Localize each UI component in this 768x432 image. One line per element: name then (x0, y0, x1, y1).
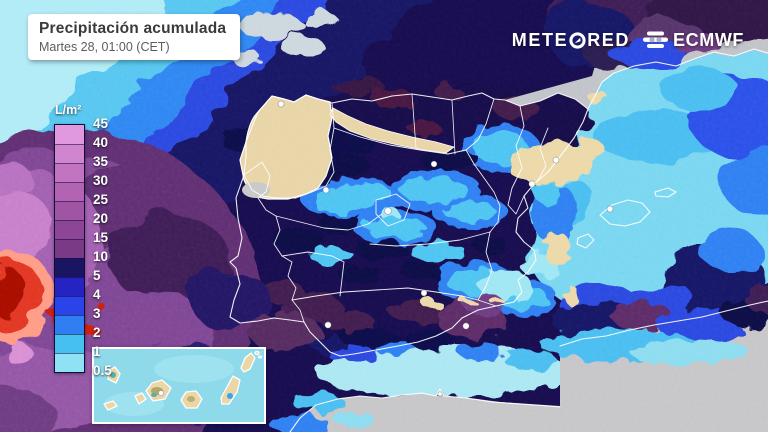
legend-tick-label: 20 (93, 211, 109, 226)
legend-segment (55, 334, 84, 353)
legend-tick-label: 3 (93, 306, 101, 321)
island-la-gomera (134, 392, 147, 405)
city-dot-tenerife (158, 390, 164, 396)
island-fuerteventura (220, 375, 241, 405)
legend-segment (55, 296, 84, 315)
legend-tick-label: 15 (93, 230, 109, 245)
legend-segment (55, 258, 84, 277)
legend-tick-label: 45 (93, 116, 109, 131)
canary-islands-inset (92, 347, 266, 424)
page-title: Precipitación acumulada (39, 20, 227, 37)
meteored-text-left: METE (511, 29, 569, 50)
meteored-text-right: RED (587, 29, 631, 50)
legend-segment (55, 163, 84, 182)
island-el-hierro (103, 400, 118, 411)
legend-segment (55, 239, 84, 258)
legend-tick-label: 2 (93, 325, 101, 340)
legend-segment (55, 125, 84, 144)
legend-tick-label: 40 (93, 135, 109, 150)
legend-tick-label: 5 (93, 268, 101, 283)
legend-tick-label: 35 (93, 154, 109, 169)
legend-tick-label: 0.5 (93, 363, 112, 378)
legend-tick-label: 4 (93, 287, 101, 302)
legend-segment (55, 353, 84, 372)
legend-segment (55, 315, 84, 334)
legend-tick-label: 25 (93, 192, 109, 207)
legend-segment (55, 277, 84, 296)
precip-legend: L/m² 45 40 35 30 25 20 15 10 5 4 3 2 1 0.5 (54, 103, 112, 378)
page-subtitle: Martes 28, 01:00 (CET) (39, 40, 170, 54)
legend-segment (55, 201, 84, 220)
meteored-o-icon (569, 31, 586, 49)
branding: METE RED ECMWF (512, 27, 744, 53)
legend-unit: L/m² (55, 103, 82, 117)
legend-segment (55, 220, 84, 239)
meteored-logo: METE RED (512, 30, 630, 51)
title-card: Precipitación acumulada Martes 28, 01:00… (28, 14, 240, 60)
legend-tick-label: 30 (93, 173, 109, 188)
legend-segment (55, 182, 84, 201)
ecmwf-globe-icon (643, 31, 669, 48)
ecmwf-logo: ECMWF (642, 27, 744, 53)
legend-segment (55, 144, 84, 163)
legend-tick-label: 1 (93, 344, 101, 359)
legend-tick-label: 10 (93, 249, 109, 264)
ecmwf-text: ECMWF (673, 29, 744, 50)
island-lanzarote (240, 352, 256, 373)
legend-color-bar (54, 124, 85, 373)
